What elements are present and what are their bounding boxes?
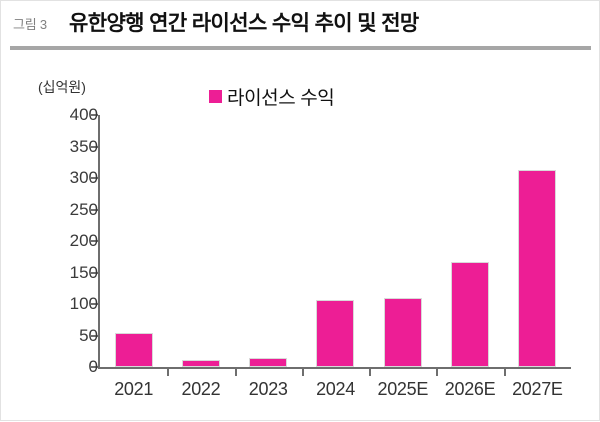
bar[interactable] (114, 332, 153, 367)
x-axis-tick-label: 2023 (248, 379, 288, 399)
figure-title: 유한양행 연간 라이선스 수익 추이 및 전망 (69, 12, 419, 35)
chart-plot-area: (십억원) 라이선스 수익 0 50 100 150 200 250 300 350 400 2… (1, 51, 600, 422)
title-divider (10, 46, 591, 50)
bar-slot (100, 51, 167, 367)
x-axis-tick (301, 369, 304, 376)
y-axis-tick-label: 250 (69, 199, 98, 219)
y-axis-unit-label: (십억원) (38, 79, 86, 95)
bar-slot (436, 51, 503, 367)
chart-legend: 라이선스 수익 (209, 83, 335, 110)
y-axis-tick-label: 150 (69, 262, 98, 282)
x-axis-tick (436, 369, 439, 376)
bar-series-layer (100, 51, 571, 367)
legend-swatch-icon (209, 90, 222, 103)
figure-header: 그림 3 유한양행 연간 라이선스 수익 추이 및 전망 (1, 1, 600, 51)
bar[interactable] (451, 261, 490, 367)
figure-number-label: 그림 3 (13, 17, 47, 32)
y-axis-tick-label: 350 (69, 136, 98, 156)
x-axis-labels: 2021 2022 2023 2024 2025E 2026E 2027E (100, 379, 571, 407)
bar-slot (235, 51, 302, 367)
y-axis-tick (91, 177, 98, 179)
bar[interactable] (518, 170, 557, 367)
x-axis-tick (234, 369, 237, 376)
x-axis-tick-label: 2024 (316, 379, 355, 399)
x-axis-line (98, 367, 571, 369)
legend-label: 라이선스 수익 (227, 88, 335, 109)
y-axis-tick (91, 366, 98, 368)
y-axis-tick-label: 300 (69, 168, 98, 187)
bar-slot (167, 51, 234, 367)
y-axis-tick-label: 50 (79, 325, 98, 345)
y-axis-tick (91, 208, 98, 211)
bar-slot (369, 51, 436, 367)
y-axis-tick-label: 200 (69, 231, 98, 250)
y-axis-tick (91, 114, 98, 116)
bar[interactable] (249, 358, 288, 367)
x-axis-tick-label: 2026E (444, 379, 496, 399)
bar[interactable] (316, 300, 355, 367)
x-axis-tick-label: 2021 (114, 379, 154, 399)
y-axis-line (98, 115, 100, 369)
y-axis-tick-label: 0 (88, 357, 98, 376)
y-axis-tick (91, 271, 98, 274)
y-axis-tick (91, 240, 98, 242)
y-axis-tick-label: 100 (69, 294, 98, 313)
x-axis-tick (167, 369, 170, 376)
bar-slot (504, 51, 571, 367)
x-axis-tick (369, 369, 372, 376)
y-axis-tick (91, 334, 98, 337)
x-axis-tick-label: 2027E (512, 379, 563, 399)
y-axis-tick (91, 303, 98, 305)
x-axis-tick-label: 2022 (181, 379, 221, 399)
x-axis-tick-label: 2025E (377, 379, 429, 399)
y-axis-tick (91, 145, 98, 148)
bar-slot (302, 51, 369, 367)
bar[interactable] (181, 360, 220, 367)
x-axis-tick (503, 369, 506, 376)
bar[interactable] (383, 297, 422, 367)
y-axis-tick-label: 400 (69, 105, 98, 124)
